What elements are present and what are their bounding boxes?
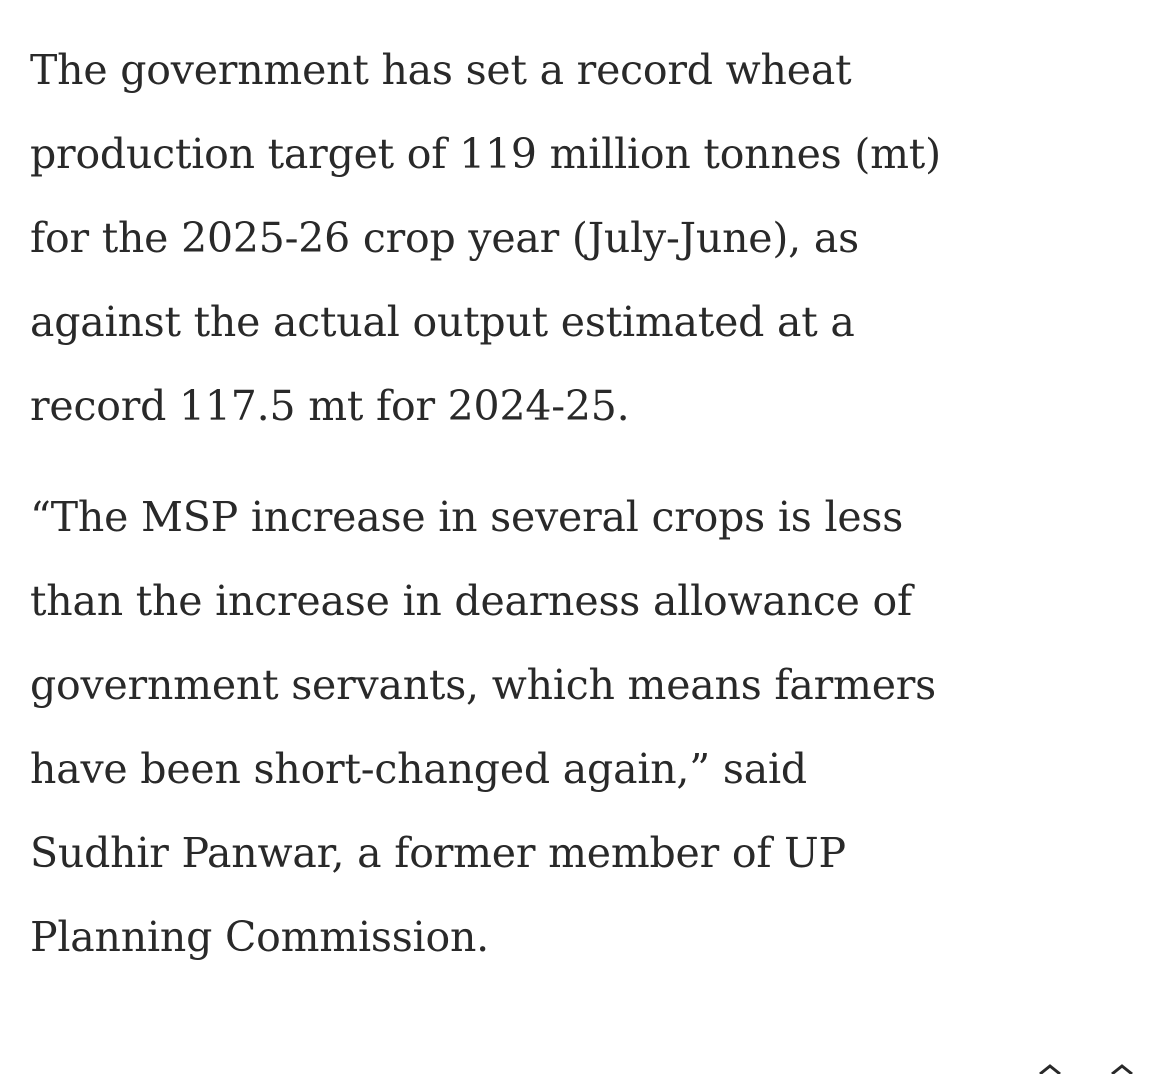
text-line: have been short-changed again,” said <box>30 745 807 793</box>
text-line: against the actual output estimated at a <box>30 298 855 346</box>
paragraph: The government has set a record wheat pro… <box>30 28 1165 448</box>
partial-icon <box>1039 1064 1061 1074</box>
text-line: government servants, which means farmers <box>30 661 936 709</box>
text-line: Planning Commission. <box>30 913 489 961</box>
text-line: for the 2025-26 crop year (July-June), a… <box>30 214 859 262</box>
paragraph: “The MSP increase in several crops is le… <box>30 475 1165 979</box>
text-line: than the increase in dearness allowance … <box>30 577 912 625</box>
text-line: “The MSP increase in several crops is le… <box>30 493 904 541</box>
text-line: The government has set a record wheat <box>30 46 852 94</box>
text-line: production target of 119 million tonnes … <box>30 130 941 178</box>
article: The government has set a record wheat pro… <box>30 28 1165 1006</box>
partial-icon <box>1111 1064 1133 1074</box>
text-line: record 117.5 mt for 2024-25. <box>30 382 630 430</box>
text-line: Sudhir Panwar, a former member of UP <box>30 829 846 877</box>
